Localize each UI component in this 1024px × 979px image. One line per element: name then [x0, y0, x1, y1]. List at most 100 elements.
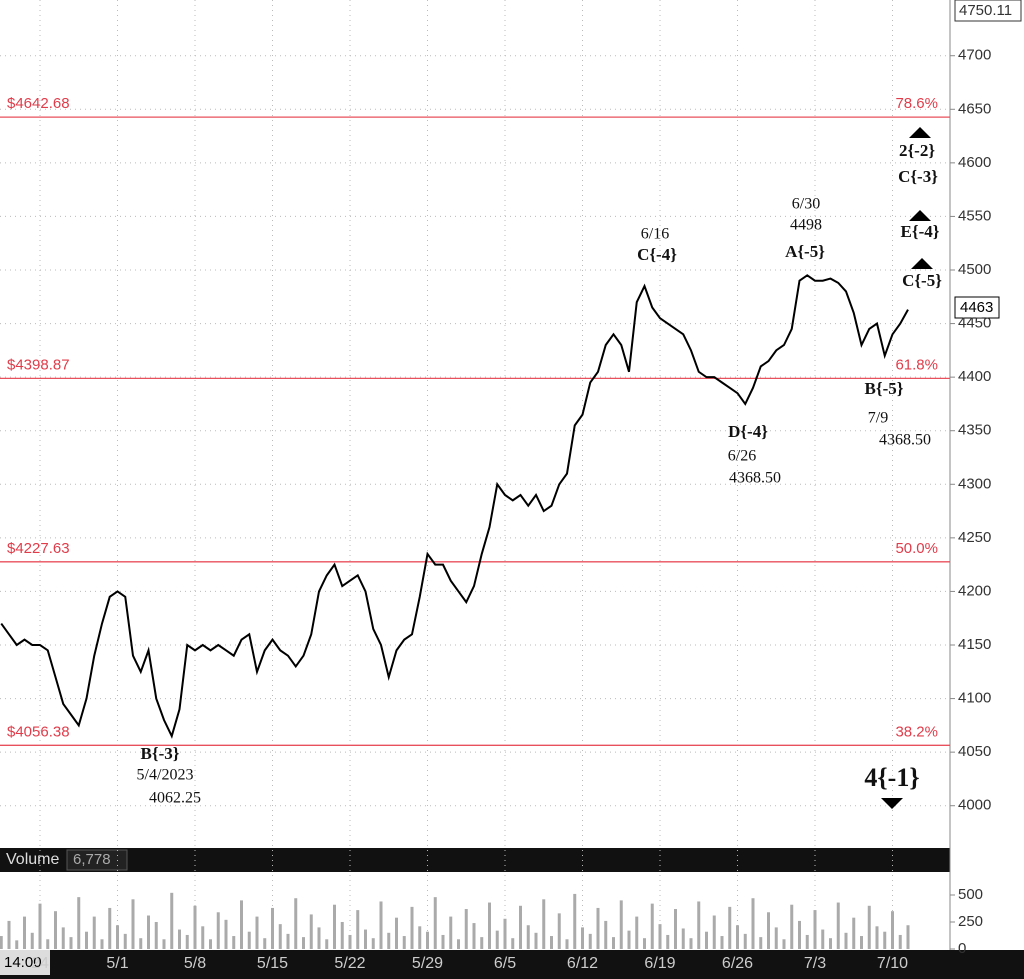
volume-bar — [720, 936, 724, 949]
annotation: D{-4} — [728, 422, 768, 441]
volume-bar — [674, 909, 677, 949]
volume-bar — [7, 920, 11, 949]
volume-bar — [333, 904, 336, 949]
volume-bar — [821, 929, 825, 949]
volume-bar — [875, 926, 879, 949]
volume-bar — [519, 905, 522, 949]
x-tick-label: 5/1 — [106, 955, 128, 972]
volume-bar — [666, 934, 670, 949]
volume-bar — [178, 929, 181, 949]
annotation: C{-4} — [637, 245, 677, 264]
arrow — [881, 798, 903, 809]
volume-bar — [697, 901, 701, 949]
volume-bar — [54, 911, 57, 949]
volume-bar — [240, 900, 243, 949]
volume-bar — [193, 905, 197, 949]
volume-bar — [441, 934, 445, 949]
volume-bar — [77, 897, 81, 949]
volume-bar — [588, 933, 592, 949]
volume-bar — [185, 934, 189, 949]
annotation: 4062.25 — [149, 790, 201, 807]
volume-last-box — [66, 849, 128, 871]
volume-bar — [557, 913, 561, 949]
volume-bar — [767, 912, 770, 949]
volume-bar — [348, 934, 352, 949]
annotation: 6/26 — [728, 448, 756, 465]
volume-bar — [92, 916, 96, 949]
volume-bar — [100, 939, 104, 949]
volume-bar — [891, 911, 894, 949]
volume-bar — [216, 912, 220, 949]
volume-bar — [162, 939, 166, 949]
volume-bar — [294, 898, 298, 949]
volume-tick-label: 0 — [958, 940, 966, 957]
price-line — [0, 274, 909, 739]
volume-bar — [15, 940, 19, 949]
volume-bar — [278, 924, 282, 949]
volume-bar — [255, 916, 259, 949]
y-tick-label: 4200 — [958, 582, 991, 599]
volume-bar — [867, 905, 871, 949]
y-tick-label: 4700 — [958, 47, 991, 64]
level-ratio: 50.0% — [895, 540, 938, 557]
x-tick-label: 24 — [31, 955, 49, 972]
y-tick-label: 4400 — [958, 368, 991, 385]
volume-bar — [612, 937, 615, 949]
volume-bar — [705, 931, 708, 949]
volume-bar — [650, 903, 654, 949]
volume-bar — [433, 897, 437, 949]
annotation: 2{-2} — [899, 141, 935, 160]
y-tick-label: 4650 — [958, 100, 991, 117]
y-tick-label: 4050 — [958, 743, 991, 760]
high-label: 4750.11 — [959, 2, 1012, 19]
volume-bar — [844, 932, 848, 949]
annotation: C{-3} — [898, 167, 938, 186]
volume-bar — [805, 934, 809, 949]
volume-bar — [627, 930, 631, 949]
volume-bar — [23, 916, 26, 949]
volume-bar — [534, 932, 538, 949]
volume-bar — [271, 907, 274, 949]
annotation: 7/9 — [868, 410, 888, 427]
volume-bar — [565, 939, 569, 949]
y-tick-label: 4350 — [958, 422, 991, 439]
x-axis-strip — [0, 950, 1024, 979]
volume-bar — [643, 938, 646, 949]
volume-header — [0, 848, 950, 872]
volume-bar — [798, 920, 801, 949]
x-tick-label: 5/22 — [334, 955, 365, 972]
volume-last: 6,778 — [73, 851, 111, 868]
volume-bar — [85, 931, 88, 949]
volume-bar — [829, 938, 832, 949]
volume-bar — [457, 939, 460, 949]
volume-bar — [689, 938, 693, 949]
volume-bar — [224, 919, 228, 949]
volume-bar — [38, 903, 42, 949]
high-box — [954, 0, 1022, 22]
volume-bar — [449, 916, 453, 949]
last-label: 4463 — [960, 299, 993, 316]
volume-bar — [480, 937, 484, 949]
volume-bar — [418, 926, 422, 949]
level-label: $4398.87 — [7, 356, 70, 373]
volume-bar — [743, 933, 747, 949]
volume-bar — [712, 915, 716, 949]
volume-bar — [619, 900, 623, 949]
volume-bar — [247, 931, 251, 949]
volume-bar — [464, 909, 468, 949]
volume-tick-label: 500 — [958, 886, 983, 903]
volume-bar — [883, 931, 887, 949]
time-box — [0, 950, 50, 975]
time-label: 14:00 — [4, 954, 42, 971]
volume-bar — [790, 904, 794, 949]
volume-bar — [759, 937, 763, 949]
volume-bar — [852, 917, 856, 949]
last-box — [954, 296, 1000, 319]
level-ratio: 78.6% — [895, 95, 938, 112]
volume-bar — [681, 928, 685, 949]
x-tick-label: 6/12 — [567, 955, 598, 972]
volume-bar — [472, 923, 476, 949]
x-tick-label: 5/29 — [412, 955, 443, 972]
